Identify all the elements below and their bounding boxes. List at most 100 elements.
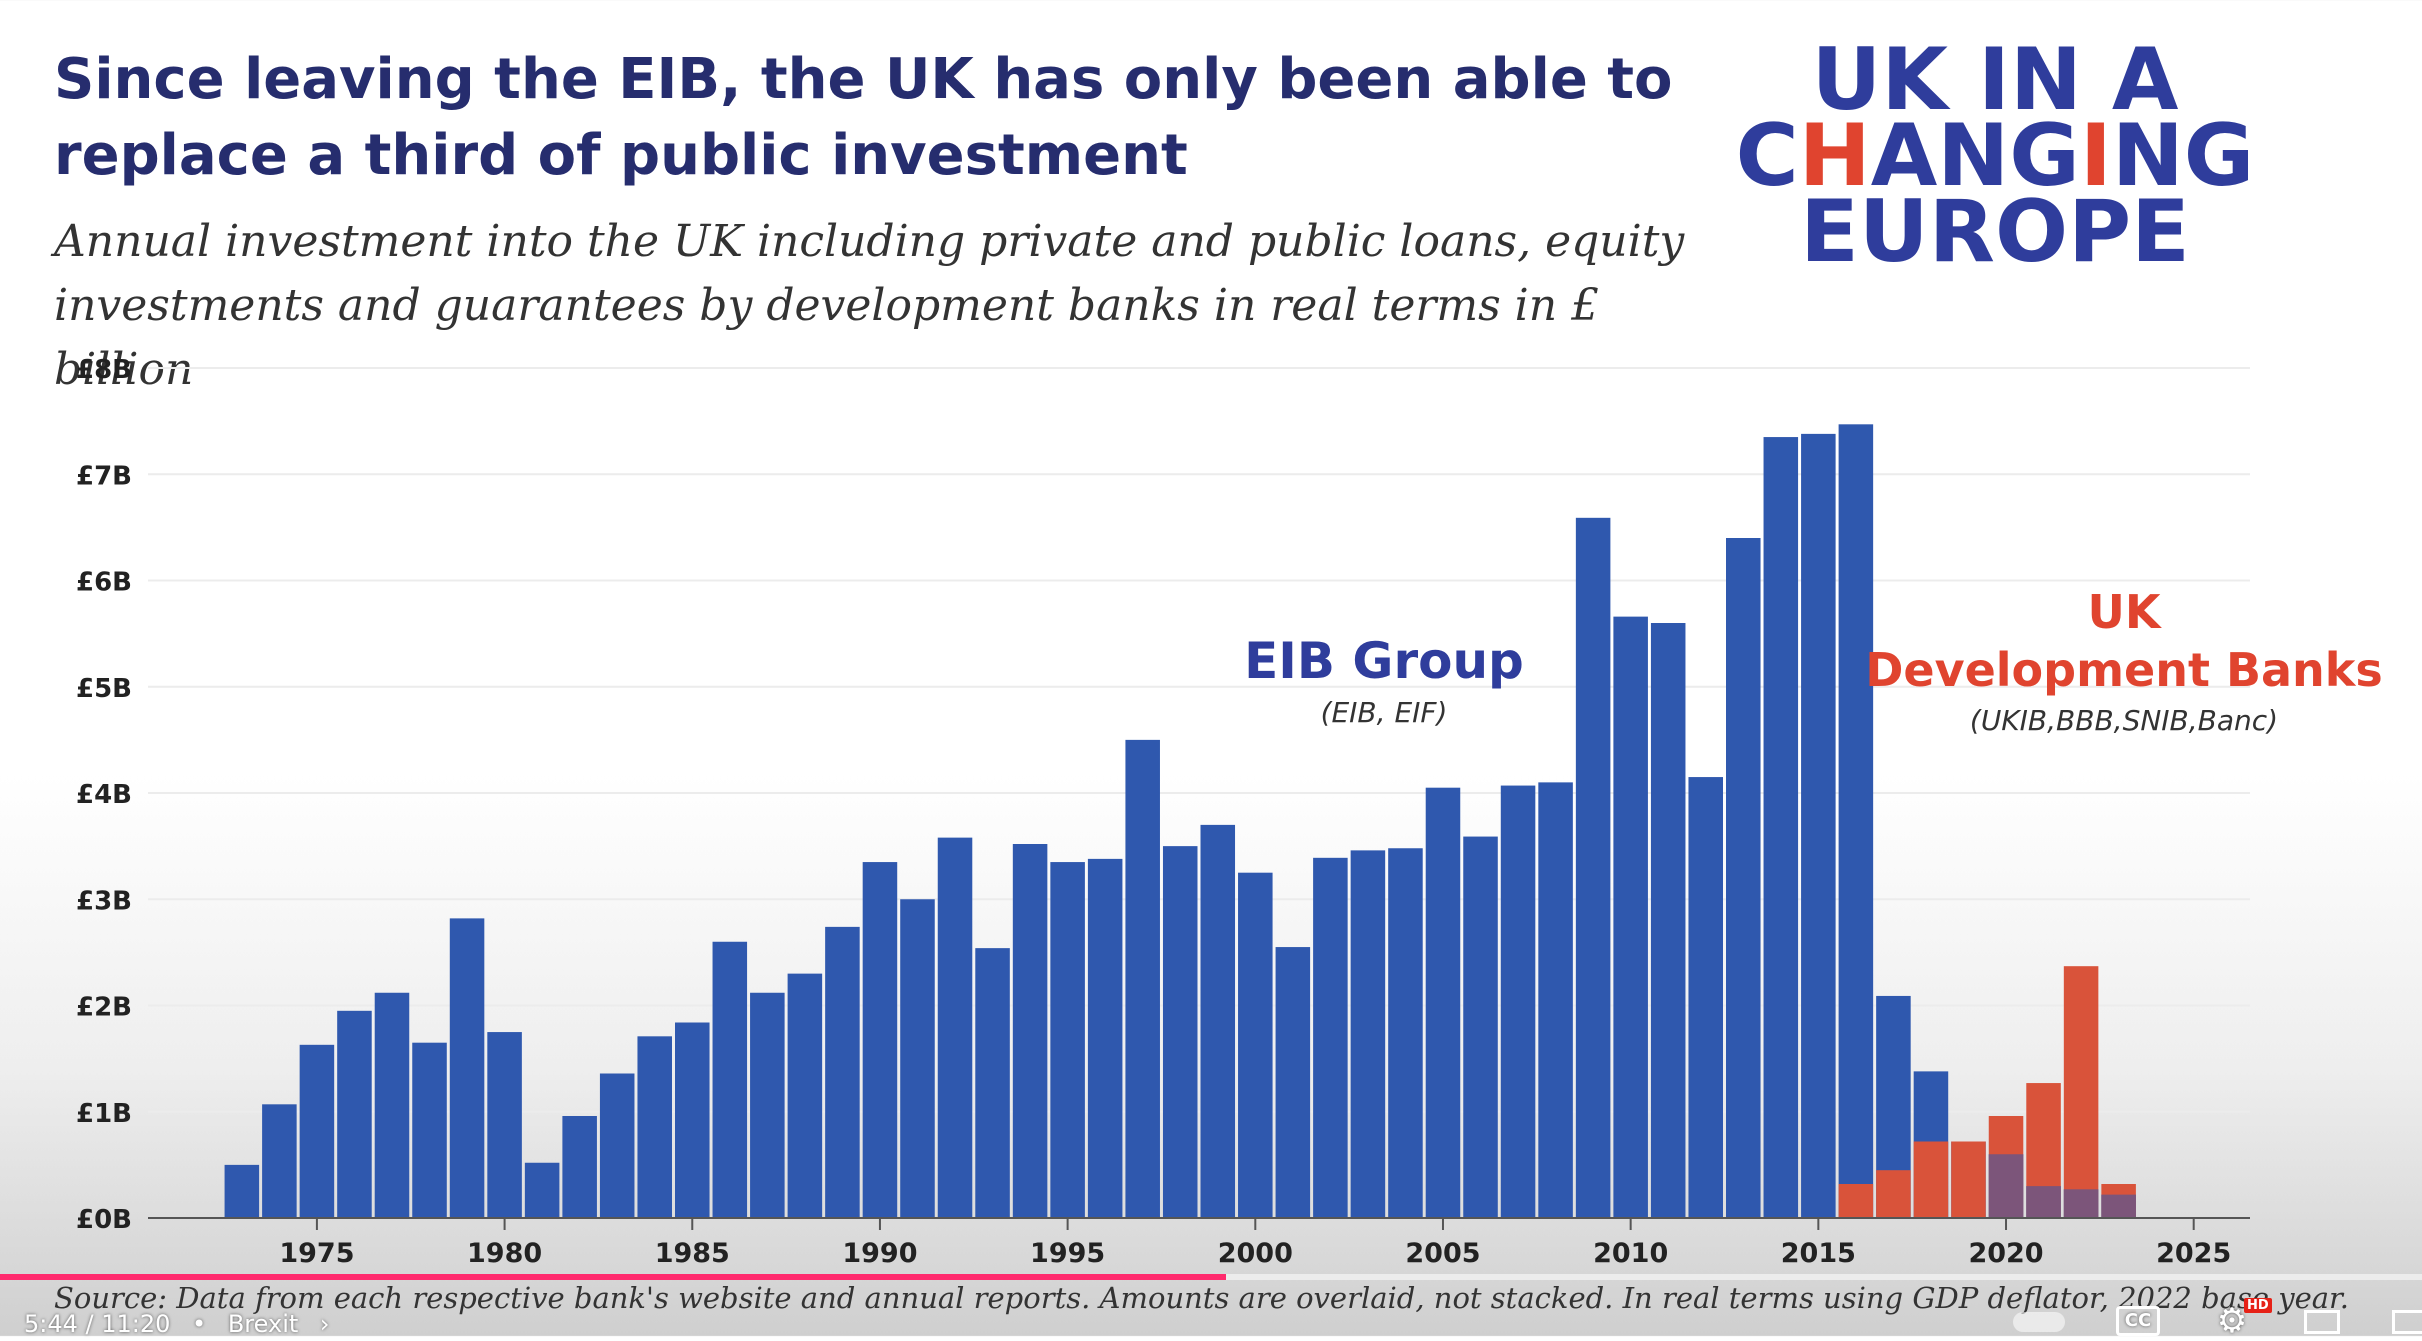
time-display: 5:44 / 11:20: [24, 1310, 171, 1338]
eib-bar: [1162, 846, 1198, 1218]
eib-bar: [750, 992, 785, 1218]
eib-bar: [487, 1032, 522, 1218]
x-tick-label: 2020: [1968, 1238, 2043, 1269]
eib-bar: [1275, 947, 1311, 1218]
eib-overlay-bar: [2101, 1194, 2136, 1218]
chevron-right-icon: ›: [319, 1310, 330, 1338]
eib-bar: [224, 1164, 260, 1218]
eib-bar: [1012, 844, 1048, 1218]
uk-in-a-changing-europe-logo: UK IN A CHANGING EUROPE: [1730, 30, 2260, 282]
eib-bar: [1125, 739, 1160, 1218]
eib-bar: [262, 1104, 297, 1218]
uk-bar: [2063, 966, 2099, 1218]
investment-bar-chart: £0B £1B £2B £3B £4B £5B £6B £7B £8B 1975 1980 1985 1…: [76, 355, 2383, 1269]
y-tick-label: £6B: [76, 568, 132, 598]
eib-bar: [975, 948, 1010, 1218]
eib-bar: [1200, 824, 1236, 1218]
x-tick-label: 2015: [1781, 1238, 1856, 1269]
separator-dot: •: [192, 1310, 207, 1338]
eib-bar: [1575, 517, 1611, 1218]
eib-overlay-bar: [2063, 1189, 2099, 1218]
logo-line-2: CHANGING: [1735, 106, 2255, 206]
eib-bar: [1050, 862, 1085, 1218]
x-tick-label: 2005: [1405, 1238, 1480, 1269]
eib-bar: [1463, 836, 1498, 1218]
y-tick-label: £1B: [76, 1099, 132, 1129]
eib-overlay-bar: [1988, 1154, 2024, 1218]
eib-bar: [524, 1162, 560, 1218]
player-time-info: 5:44 / 11:20 • Brexit ›: [24, 1310, 358, 1338]
hd-badge: HD: [2244, 1298, 2272, 1313]
eib-series-bars: [224, 424, 2136, 1218]
uk-bar: [1951, 1141, 1986, 1218]
miniplayer-button[interactable]: [2300, 1306, 2344, 1336]
eib-bar: [1688, 777, 1723, 1218]
settings-gear-icon[interactable]: ⚙: [2216, 1301, 2248, 1341]
y-tick-label: £8B: [76, 355, 132, 385]
uk-bar: [1838, 1184, 1874, 1218]
eib-bar: [787, 973, 823, 1218]
eib-bar: [1350, 850, 1386, 1218]
eib-series-label: EIB Group: [1244, 632, 1524, 690]
source-note: Source: Data from each respective bank's…: [54, 1281, 2349, 1315]
logo-line-1: UK IN A: [1811, 30, 2179, 130]
chapter-button[interactable]: Brexit ›: [227, 1310, 330, 1338]
x-tick-label: 2025: [2156, 1238, 2231, 1269]
eib-series-note: (EIB, EIF): [1321, 696, 1448, 729]
uk-series-label-line1: UK: [2088, 585, 2163, 639]
x-tick-label: 1980: [467, 1238, 542, 1269]
theater-mode-button[interactable]: [2392, 1306, 2422, 1336]
x-tick-label: 1990: [842, 1238, 917, 1269]
uk-series-bars: [1838, 966, 2136, 1218]
eib-bar: [900, 899, 935, 1218]
y-tick-label: £2B: [76, 993, 132, 1023]
eib-bar: [1838, 424, 1874, 1218]
eib-bar: [1500, 785, 1536, 1218]
y-tick-label: £5B: [76, 674, 132, 704]
uk-series-label-line2: Development Banks: [1865, 643, 2383, 697]
eib-bar: [1087, 858, 1123, 1218]
eib-bar: [1613, 616, 1648, 1218]
uk-bar: [1876, 1170, 1911, 1218]
uk-series-note: (UKIB,BBB,SNIB,Banc): [1970, 704, 2278, 737]
x-tick-label: 2000: [1218, 1238, 1293, 1269]
y-tick-label: £3B: [76, 886, 132, 916]
uk-bar: [1913, 1141, 1949, 1218]
eib-bar: [1425, 787, 1461, 1218]
y-tick-label: £0B: [76, 1205, 132, 1235]
chart-title: Since leaving the EIB, the UK has only b…: [54, 47, 1673, 188]
eib-bar: [337, 1010, 372, 1218]
eib-bar: [599, 1073, 635, 1218]
eib-overlay-bar: [2026, 1186, 2061, 1218]
eib-bar: [1650, 623, 1686, 1218]
captions-button[interactable]: CC: [2116, 1306, 2160, 1336]
eib-bar: [825, 926, 860, 1218]
eib-bar: [1238, 872, 1273, 1218]
eib-bar: [1726, 538, 1761, 1218]
eib-bar: [862, 862, 898, 1218]
eib-bar: [1763, 437, 1799, 1218]
autoplay-toggle[interactable]: [2010, 1306, 2068, 1336]
logo-line-3: EUROPE: [1800, 182, 2190, 282]
eib-bar: [1388, 848, 1423, 1218]
x-tick-label: 1985: [655, 1238, 730, 1269]
eib-bar: [374, 992, 410, 1218]
eib-bar: [1313, 857, 1348, 1218]
video-progress-bar[interactable]: [0, 1274, 2422, 1280]
eib-bar: [562, 1116, 597, 1218]
eib-bar: [1538, 782, 1573, 1218]
eib-bar: [675, 1022, 710, 1218]
y-tick-label: £4B: [76, 780, 132, 810]
video-progress-fill: [0, 1274, 1226, 1280]
x-tick-label: 1975: [279, 1238, 354, 1269]
y-tick-label: £7B: [76, 461, 132, 491]
eib-bar: [412, 1042, 447, 1218]
eib-bar: [299, 1044, 335, 1218]
eib-bar: [449, 918, 485, 1218]
eib-bar: [937, 837, 973, 1218]
x-tick-label: 2010: [1593, 1238, 1668, 1269]
x-tick-label: 1995: [1030, 1238, 1105, 1269]
eib-bar: [637, 1036, 672, 1218]
chart-subtitle: Annual investment into the UK including …: [54, 216, 1685, 395]
axes: £0B £1B £2B £3B £4B £5B £6B £7B £8B 1975 1980 1985 1…: [76, 355, 2250, 1269]
